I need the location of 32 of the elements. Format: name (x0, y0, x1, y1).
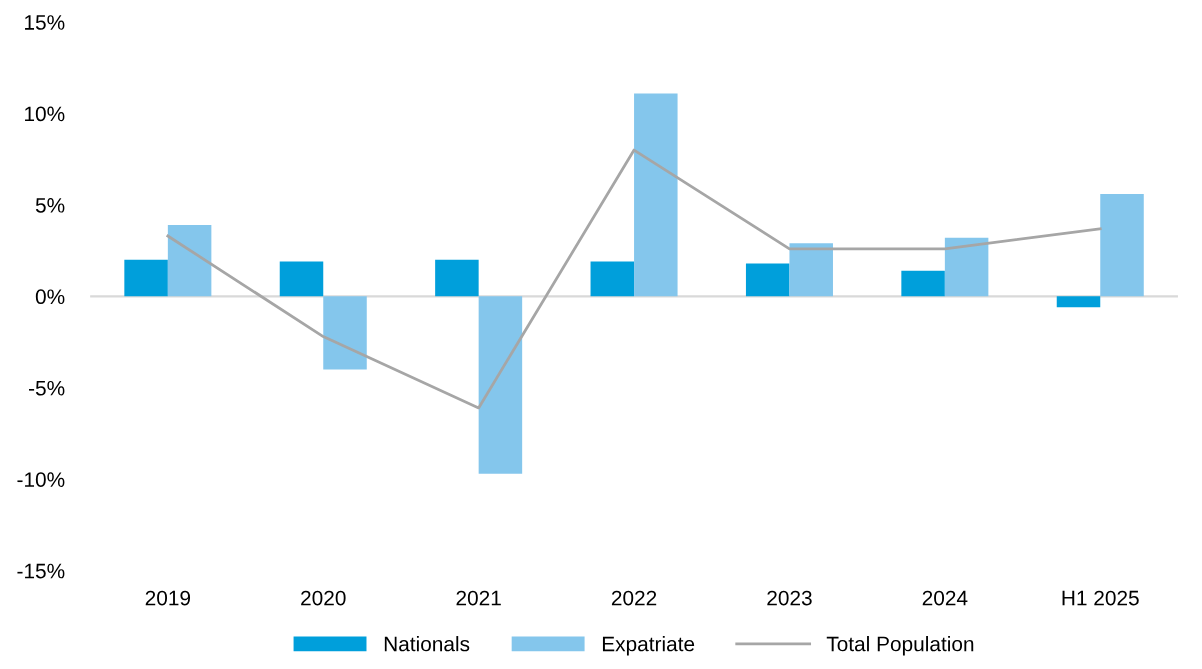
legend-label: Expatriate (602, 636, 695, 656)
legend-label: Nationals (384, 636, 470, 652)
bar (323, 296, 367, 370)
x-tick-label: 2022 (611, 590, 657, 606)
legend-label: Total Population (826, 636, 974, 656)
bar (279, 261, 324, 297)
bar (1056, 296, 1101, 308)
y-tick-label: -10% (17, 472, 65, 487)
bar (789, 243, 833, 297)
y-tick-label: -5% (29, 380, 65, 396)
y-tick-label: 5% (35, 198, 65, 213)
x-tick-label: 2020 (301, 590, 346, 606)
bar (478, 296, 523, 474)
x-tick-label: 2019 (145, 590, 191, 606)
x-tick-label: 2021 (456, 590, 501, 606)
x-tick-label: 2023 (767, 590, 812, 606)
y-tick-label: 0% (35, 289, 65, 305)
y-tick-label: 15% (25, 15, 65, 30)
bar (167, 225, 212, 297)
line-series (166, 148, 1102, 410)
bar (634, 93, 678, 297)
bar (901, 270, 945, 297)
bar (435, 259, 479, 297)
bar (1100, 193, 1144, 297)
bar (124, 259, 168, 297)
bar (590, 261, 635, 297)
bar (944, 237, 989, 297)
y-tick-label: 10% (25, 106, 65, 122)
x-tick-label: H1 2025 (1062, 590, 1139, 606)
x-tick-label: 2024 (922, 590, 968, 606)
y-tick-label: -15% (17, 563, 65, 579)
bar (745, 263, 790, 297)
